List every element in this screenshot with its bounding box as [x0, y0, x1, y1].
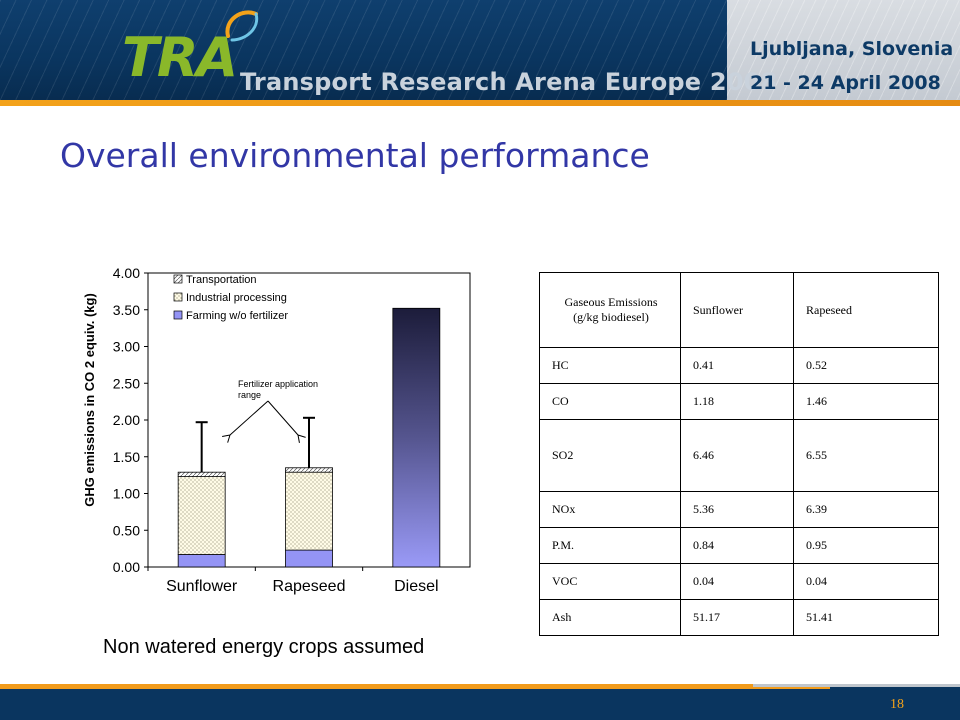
- y-tick-label: 1.00: [113, 486, 140, 502]
- bar-segment-industrial-processing: [177, 476, 226, 555]
- header-banner: TRA Transport Research Arena Europe 2008…: [0, 0, 960, 100]
- table-row: HC 0.41 0.52: [539, 347, 939, 384]
- legend-swatch: [173, 274, 183, 284]
- legend-label: Farming w/o fertilizer: [186, 310, 288, 322]
- table-header-cell: Gaseous Emissions (g/kg biodiesel): [539, 272, 681, 348]
- table-header-cell: Sunflower: [680, 272, 794, 348]
- slide-title: Overall environmental performance: [60, 136, 650, 175]
- table-cell: 51.41: [793, 599, 939, 636]
- header-accent-bar: [0, 100, 960, 106]
- table-cell: 0.04: [793, 563, 939, 600]
- table-cell: HC: [539, 347, 681, 384]
- footer-bar: [0, 686, 960, 720]
- table-row: VOC 0.04 0.04: [539, 563, 939, 600]
- y-tick-label: 0.50: [113, 522, 140, 538]
- bar-segment-farming-w-o-fertilizer: [177, 554, 226, 568]
- slide-caption: Non watered energy crops assumed: [103, 636, 425, 658]
- table-row: CO 1.18 1.46: [539, 383, 939, 420]
- table-cell: 51.17: [680, 599, 794, 636]
- y-tick-label: 3.50: [113, 302, 140, 318]
- table-row: SO2 6.46 6.55: [539, 419, 939, 492]
- x-tick-label: Rapeseed: [273, 578, 346, 595]
- annotation-arrow: [267, 400, 306, 443]
- legend-label: Industrial processing: [186, 292, 287, 304]
- legend-swatch: [173, 310, 183, 320]
- banner-date-panel: [727, 0, 960, 100]
- x-tick-label: Diesel: [394, 578, 438, 595]
- table-cell: 6.46: [680, 419, 794, 492]
- table-cell: 6.39: [793, 491, 939, 528]
- y-tick-label: 2.00: [113, 412, 140, 428]
- table-row: NOx 5.36 6.39: [539, 491, 939, 528]
- table-cell: 0.84: [680, 527, 794, 564]
- table-cell: 0.95: [793, 527, 939, 564]
- y-tick-label: 3.00: [113, 339, 140, 355]
- y-tick-label: 1.50: [113, 449, 140, 465]
- event-name: Transport Research Arena Europe 2008: [240, 68, 778, 96]
- footer-gray-bar: [753, 684, 960, 687]
- event-dates: 21 - 24 April 2008: [750, 72, 941, 94]
- fertilizer-annotation: Fertilizer application range: [238, 379, 318, 400]
- ghg-emissions-chart: 0.00 0.50 1.00 1.50 2.00 2.50 3.00 3.50 4.00 Sunf…: [82, 265, 471, 595]
- table-cell: NOx: [539, 491, 681, 528]
- bar-segment-farming-w-o-fertilizer: [285, 549, 333, 568]
- logo-swirl-icon: [225, 10, 259, 42]
- page-number: 18: [890, 697, 904, 712]
- table-cell: 6.55: [793, 419, 939, 492]
- event-city: Ljubljana, Slovenia: [750, 38, 954, 60]
- table-header-row: Gaseous Emissions (g/kg biodiesel) Sunfl…: [539, 272, 939, 348]
- table-header-cell: Rapeseed: [793, 272, 939, 348]
- table-cell: 5.36: [680, 491, 794, 528]
- x-tick-label: Sunflower: [166, 578, 238, 595]
- logo: TRA: [122, 26, 238, 89]
- y-tick-label: 0.00: [113, 559, 140, 575]
- bar-segment-transportation: [177, 471, 226, 477]
- table-cell: SO2: [539, 419, 681, 492]
- table-cell: VOC: [539, 563, 681, 600]
- table-row: P.M. 0.84 0.95: [539, 527, 939, 564]
- table-cell: 0.04: [680, 563, 794, 600]
- emissions-table: Gaseous Emissions (g/kg biodiesel) Sunfl…: [539, 272, 939, 636]
- legend-label: Transportation: [186, 274, 257, 286]
- table-row: Ash 51.17 51.41: [539, 599, 939, 636]
- y-tick-label: 4.00: [113, 265, 140, 281]
- table-cell: 0.41: [680, 347, 794, 384]
- legend-swatch: [173, 292, 183, 302]
- footer-accent-bar: [0, 684, 830, 689]
- bar-diesel: [392, 307, 441, 568]
- bar-segment-industrial-processing: [285, 471, 333, 551]
- table-cell: 1.46: [793, 383, 939, 420]
- table-cell: Ash: [539, 599, 681, 636]
- table-cell: P.M.: [539, 527, 681, 564]
- table-cell: CO: [539, 383, 681, 420]
- annotation-arrow: [222, 400, 269, 443]
- y-axis-label: GHG emissions in CO 2 equiv. (kg): [82, 293, 97, 507]
- table-cell: 0.52: [793, 347, 939, 384]
- table-cell: 1.18: [680, 383, 794, 420]
- y-tick-label: 2.50: [113, 375, 140, 391]
- bar-segment-transportation: [285, 467, 333, 473]
